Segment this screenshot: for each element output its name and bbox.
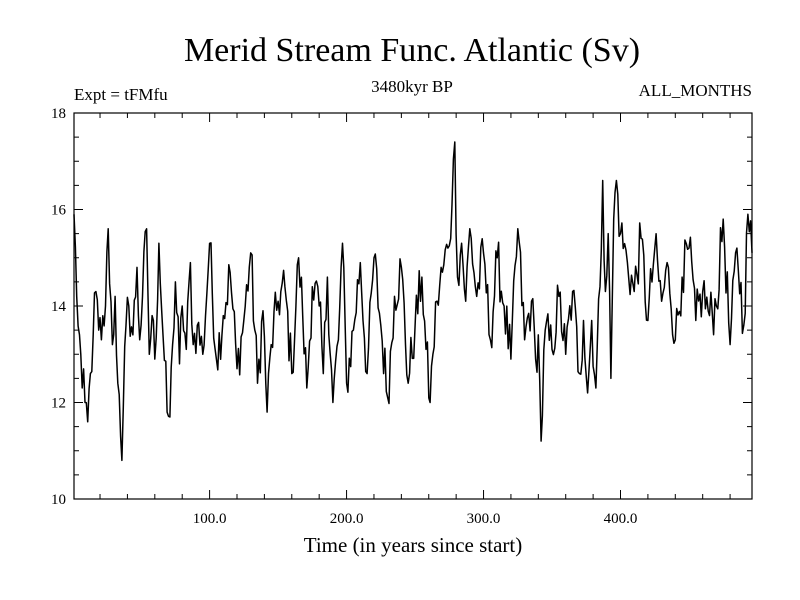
- chart-subtitle-experiment: Expt = tFMfu: [74, 85, 168, 104]
- axes-layer: 10 12 14 16 18 100.0 200.0 300.0 400.0: [51, 106, 752, 527]
- y-tick-label: 16: [51, 203, 67, 219]
- chart-subtitle-period: 3480kyr BP: [371, 77, 453, 96]
- chart-title: Merid Stream Func. Atlantic (Sv): [184, 32, 640, 69]
- x-tick-label: 400.0: [604, 511, 638, 527]
- x-tick-label: 200.0: [330, 511, 364, 527]
- y-tick-label: 14: [51, 299, 67, 315]
- x-axis-label: Time (in years since start): [304, 533, 523, 557]
- plot-data-layer: [73, 141, 753, 462]
- x-tick-label: 100.0: [193, 511, 227, 527]
- y-tick-label: 18: [51, 106, 66, 122]
- y-tick-label: 12: [51, 396, 66, 412]
- series-line: [73, 141, 753, 462]
- chart-subtitle-months: ALL_MONTHS: [639, 81, 752, 100]
- y-tick-label: 10: [51, 492, 66, 508]
- x-tick-label: 300.0: [467, 511, 501, 527]
